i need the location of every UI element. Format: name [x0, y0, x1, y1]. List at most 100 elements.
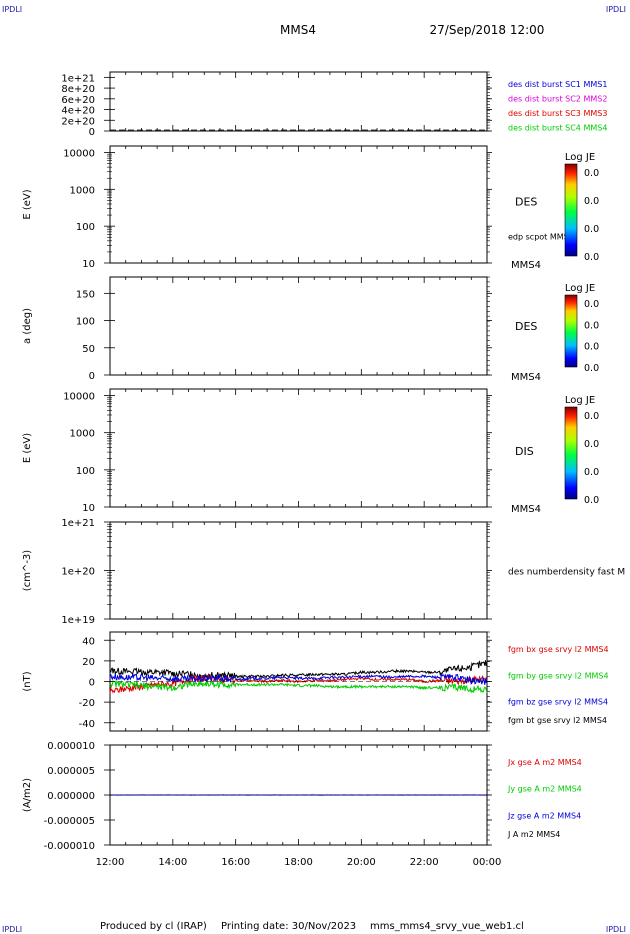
y-axis-label: E (eV): [22, 189, 33, 219]
colorbar: [564, 406, 578, 500]
colorbar-tick-label: 0.0: [584, 467, 599, 478]
y-tick-label: 10000: [63, 148, 95, 159]
y-tick-label: 100: [76, 466, 95, 477]
y-tick-label: 100: [76, 222, 95, 233]
header: IPDLI IPDLI MMS4 27/Sep/2018 12:00: [2, 5, 626, 37]
y-tick-label: 0: [89, 127, 95, 138]
y-tick-label: 20: [82, 657, 95, 668]
colorbar-tick-label: 0.0: [584, 363, 599, 374]
y-tick-label: 0.000010: [47, 741, 95, 752]
panel-frame: [109, 145, 488, 264]
y-tick-label: 6e+20: [61, 95, 95, 106]
series-line-1: [109, 673, 488, 694]
footer: Produced by cl (IRAP) Printing date: 30/…: [2, 921, 626, 934]
panel-sublabel: edp scpot MMS4: [508, 233, 574, 242]
y-tick-label: 40: [82, 636, 95, 647]
datetime-title: 27/Sep/2018 12:00: [430, 23, 545, 37]
y-tick-label: 0: [89, 678, 95, 689]
legend-entry: fgm by gse srvy l2 MMS4: [508, 671, 609, 680]
panel-p6: 40 20 0 -20 -40 (nT) fgm bx gse srvy l2 MMS4 fg…: [22, 631, 609, 732]
y-tick-label: 10: [82, 259, 95, 270]
panel-corner-label: MMS4: [511, 372, 541, 383]
corner-tag-tr: IPDLI: [606, 5, 626, 14]
panel-frame: [109, 388, 488, 508]
time-tick-label: 00:00: [473, 857, 502, 868]
y-tick-label: 100: [76, 317, 95, 328]
series-line-2: [109, 679, 488, 694]
corner-tag-bl: IPDLI: [2, 925, 22, 934]
panel-frame: [109, 521, 488, 620]
colorbar-tick-label: 0.0: [584, 320, 599, 331]
y-axis-label: (cm^-3): [22, 550, 33, 591]
legend-entry: fgm bz gse srvy l2 MMS4: [508, 698, 608, 707]
legend-entry: des dist burst SC3 MMS3: [508, 109, 607, 118]
y-tick-label: 0: [89, 371, 95, 382]
y-tick-label: 150: [76, 289, 95, 300]
panel-label: DIS: [515, 445, 534, 458]
legend-entry: fgm bx gse srvy l2 MMS4: [508, 645, 609, 654]
legend-entry: des dist burst SC1 MMS1: [508, 80, 607, 89]
colorbar: [564, 294, 578, 368]
time-tick-label: 16:00: [221, 857, 250, 868]
colorbar-tick-label: 0.0: [584, 439, 599, 450]
legend-entry: J A m2 MMS4: [507, 830, 560, 839]
colorbar-tick-label: 0.0: [584, 168, 599, 179]
series-line-3: [109, 672, 488, 685]
y-tick-label: 50: [82, 344, 95, 355]
panel-frame: [109, 276, 488, 376]
legend-entry: des dist burst SC2 MMS2: [508, 95, 607, 104]
panel-label: DES: [515, 196, 537, 209]
colorbar-title: Log JE: [565, 152, 595, 163]
y-axis-label: a (deg): [22, 308, 33, 344]
legend-entry: des dist burst SC4 MMS4: [508, 124, 607, 133]
legend-entry: fgm bt gse srvy l2 MMS4: [508, 716, 607, 725]
panel-label: DES: [515, 320, 537, 333]
y-tick-label: 0.000005: [47, 766, 95, 777]
colorbar-tick-label: 0.0: [584, 224, 599, 235]
time-tick-label: 18:00: [284, 857, 313, 868]
legend-entry: Jy gse A m2 MMS4: [507, 785, 582, 794]
colorbar-tick-label: 0.0: [584, 196, 599, 207]
time-tick-label: 20:00: [347, 857, 376, 868]
y-tick-label: 1000: [70, 185, 95, 196]
time-tick-label: 12:00: [96, 857, 125, 868]
colorbar: [564, 163, 578, 257]
y-axis-label: (A/m2): [22, 778, 33, 812]
panel-corner-label: MMS4: [511, 260, 541, 271]
y-axis-label: (nT): [22, 671, 33, 691]
panel-corner-label: MMS4: [511, 504, 541, 515]
panel-p5: 1e+21 1e+20 1e+19 (cm^-3) des numberdensity …: [22, 518, 625, 626]
corner-tag-br: IPDLI: [606, 925, 626, 934]
y-tick-label: -20: [79, 698, 95, 709]
colorbar-title: Log JE: [565, 395, 595, 406]
panel-p4: 10000 1000 100 10 E (eV) DIS MMS4 Log JE 0.0 0.0 0…: [22, 388, 599, 515]
colorbar-tick-label: 0.0: [584, 252, 599, 263]
y-tick-label: 1e+21: [61, 73, 95, 84]
time-tick-label: 14:00: [158, 857, 187, 868]
colorbar-tick-label: 0.0: [584, 411, 599, 422]
y-tick-label: -0.000010: [44, 841, 95, 852]
corner-tag-tl: IPDLI: [2, 5, 22, 14]
colorbar-tick-label: 0.0: [584, 342, 599, 353]
time-tick-label: 22:00: [410, 857, 439, 868]
y-tick-label: 8e+20: [61, 84, 95, 95]
colorbar-tick-label: 0.0: [584, 495, 599, 506]
panel-label: des numberdensity fast M: [508, 568, 625, 578]
panel-p7: 0.000010 0.000005 0.000000 -0.000005 -0.0000…: [22, 741, 582, 852]
y-tick-label: 1e+20: [61, 567, 95, 578]
y-tick-label: 1e+19: [61, 615, 95, 626]
y-tick-label: 10000: [63, 392, 95, 403]
time-axis: 12:00 14:00 16:00 18:00 20:00 22:00 00:00: [96, 857, 502, 868]
panel-frame: [109, 71, 488, 132]
y-tick-label: 4e+20: [61, 106, 95, 117]
y-tick-label: 1e+21: [61, 518, 95, 529]
y-tick-label: 2e+20: [61, 116, 95, 127]
legend-entry: Jx gse A m2 MMS4: [507, 758, 582, 767]
y-tick-label: -40: [79, 719, 95, 730]
mission-title: MMS4: [280, 23, 316, 37]
footer-filename: mms_mms4_srvy_vue_web1.cl: [370, 921, 524, 932]
y-tick-label: -0.000005: [44, 816, 95, 827]
footer-printing-date: Printing date: 30/Nov/2023: [221, 921, 356, 932]
